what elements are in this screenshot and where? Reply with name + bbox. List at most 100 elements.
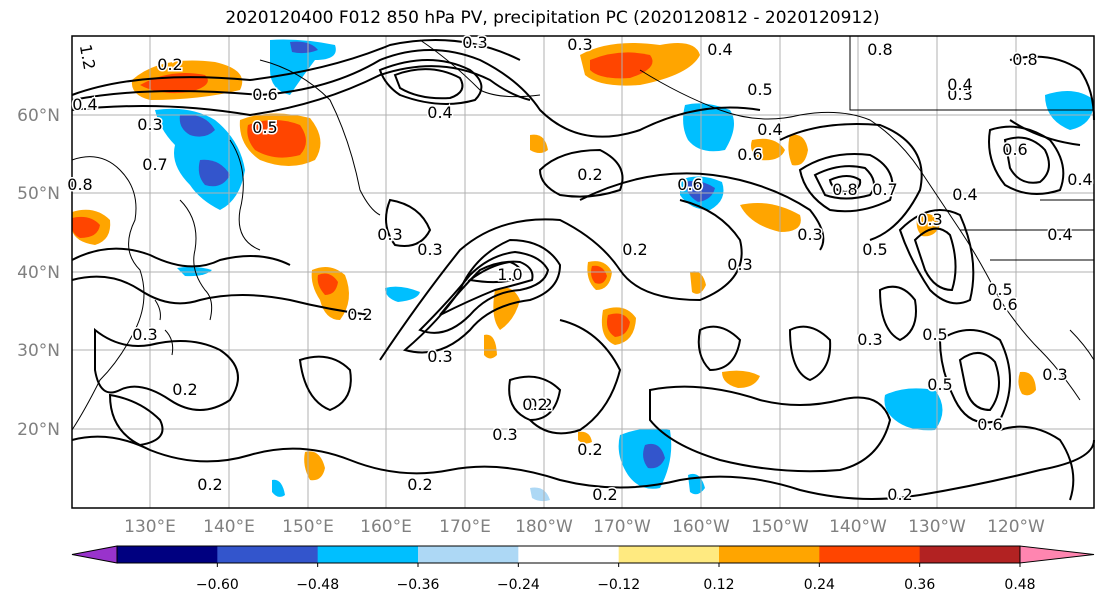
contour-label: 0.7 xyxy=(872,180,897,199)
lon-label: 140°W xyxy=(829,517,887,537)
contour-label: 0.4 xyxy=(1047,225,1072,244)
contour-label: 0.4 xyxy=(72,95,97,114)
colorbar-tick-label: −0.48 xyxy=(296,577,339,593)
lon-label: 150°E xyxy=(282,517,334,537)
contour-label: 0.5 xyxy=(252,118,277,137)
contour-label: 0.8 xyxy=(867,40,892,59)
contour-label: 0.5 xyxy=(747,80,772,99)
contour-label: 1.0 xyxy=(497,265,522,284)
contour-label: 0.3 xyxy=(377,225,402,244)
contour-label: 0.7 xyxy=(142,155,167,174)
contour-label: 0.4 xyxy=(427,103,452,122)
precipitation-shading xyxy=(72,39,1094,502)
contour-label: 0.3 xyxy=(492,425,517,444)
contour-label: 0.4 xyxy=(757,120,782,139)
colorbar-extend-max xyxy=(1019,545,1095,564)
colorbar: −0.60 −0.48 −0.36 −0.24 −0.12 0.12 0.24 0.36 0.4… xyxy=(71,545,1105,593)
colorbar-swatch xyxy=(518,546,620,563)
contour-label: 0.3 xyxy=(947,85,972,104)
contour-label: 0.8 xyxy=(832,180,857,199)
contour-label: 0.6 xyxy=(677,175,702,194)
contour-label: 0.2 xyxy=(157,55,182,74)
lon-label: 160°E xyxy=(360,517,412,537)
lat-label: 40°N xyxy=(17,263,60,283)
contour-label: 0.3 xyxy=(417,240,442,259)
contour-label: 0.6 xyxy=(992,295,1017,314)
contour-label: 0.3 xyxy=(857,330,882,349)
contour-label: 0.6 xyxy=(252,85,277,104)
coastlines xyxy=(71,36,1095,431)
contour-label: 0.3 xyxy=(797,225,822,244)
contour-label: 0.4 xyxy=(1067,170,1092,189)
colorbar-swatch xyxy=(618,546,720,563)
lon-label: 150°W xyxy=(751,517,809,537)
colorbar-tick-label: −0.36 xyxy=(397,577,440,593)
contour-label: 0.2 xyxy=(887,485,912,504)
contour-label: 0.2 xyxy=(522,395,547,414)
lat-label: 50°N xyxy=(17,184,60,204)
colorbar-swatch xyxy=(819,546,921,563)
colorbar-tick-label: −0.60 xyxy=(196,577,239,593)
contour-label: 0.3 xyxy=(462,33,487,52)
contour-label: 0.4 xyxy=(947,75,972,94)
contour-label: 0.6 xyxy=(737,145,762,164)
map-frame xyxy=(71,35,1095,509)
contour-label: 0.4 xyxy=(952,185,977,204)
contour-label: 0.2 xyxy=(577,165,602,184)
contour-label: 0.3 xyxy=(137,115,162,134)
contour-label: 0.8 xyxy=(67,175,92,194)
latitude-labels: 60°N 50°N 40°N 30°N 20°N xyxy=(17,106,60,440)
colorbar-extend-min xyxy=(71,545,118,564)
contour-label: 0.2 xyxy=(172,380,197,399)
colorbar-swatch xyxy=(317,546,419,563)
contour-label: 0.3 xyxy=(567,35,592,54)
colorbar-swatch xyxy=(719,546,820,563)
lon-label: 140°E xyxy=(203,517,255,537)
colorbar-swatch xyxy=(117,546,218,563)
lat-label: 20°N xyxy=(17,420,60,440)
contour-label: 0.6 xyxy=(1002,140,1027,159)
contour-label: 0.5 xyxy=(862,240,887,259)
contour-label: 0.2 xyxy=(527,395,552,414)
contour-label: 0.2 xyxy=(592,485,617,504)
lon-label: 130°W xyxy=(908,517,966,537)
contour-label: 0.2 xyxy=(197,475,222,494)
contour-label: 0.3 xyxy=(1042,365,1067,384)
longitude-labels: 130°E 140°E 150°E 160°E 170°E 180°W 170°… xyxy=(124,517,1045,537)
contour-label: 0.5 xyxy=(927,375,952,394)
colorbar-tick-label: −0.12 xyxy=(597,577,640,593)
colorbar-swatch xyxy=(217,546,319,563)
lon-label: 180°W xyxy=(515,517,573,537)
colorbar-swatch xyxy=(919,546,1021,563)
map-title: 2020120400 F012 850 hPa PV, precipitatio… xyxy=(225,8,880,28)
colorbar-tick-label: 0.48 xyxy=(1004,577,1035,593)
lon-label: 170°W xyxy=(593,517,651,537)
contour-label: 0.3 xyxy=(727,255,752,274)
contour-label: 0.2 xyxy=(622,240,647,259)
contour-label: 0.3 xyxy=(132,325,157,344)
contour-label: 0.4 xyxy=(707,40,732,59)
contour-label: 0.8 xyxy=(1012,50,1037,69)
contour-label: 0.5 xyxy=(987,280,1012,299)
colorbar-swatch xyxy=(418,546,519,563)
lon-label: 170°E xyxy=(439,517,491,537)
contour-label: 0.2 xyxy=(407,475,432,494)
contour-label: 0.5 xyxy=(922,325,947,344)
colorbar-tick-label: 0.12 xyxy=(703,577,734,593)
lon-label: 130°E xyxy=(124,517,176,537)
pv-contours xyxy=(71,39,1095,501)
lon-label: 120°W xyxy=(987,517,1045,537)
lat-label: 30°N xyxy=(17,341,60,361)
colorbar-tick-label: −0.24 xyxy=(497,577,540,593)
lat-label: 60°N xyxy=(17,106,60,126)
colorbar-tick-label: 0.24 xyxy=(804,577,835,593)
contour-label: 0.3 xyxy=(427,347,452,366)
colorbar-tick-label: 0.36 xyxy=(904,577,935,593)
contour-labels: 1.2 0.20.40.3 0.50.70.80.60.30.30.20.20.20… xyxy=(66,32,1094,506)
contour-label: 0.2 xyxy=(577,440,602,459)
contour-label: 0.3 xyxy=(917,210,942,229)
contour-label: 0.6 xyxy=(977,415,1002,434)
lon-label: 160°W xyxy=(672,517,730,537)
contour-label: 0.2 xyxy=(347,305,372,324)
